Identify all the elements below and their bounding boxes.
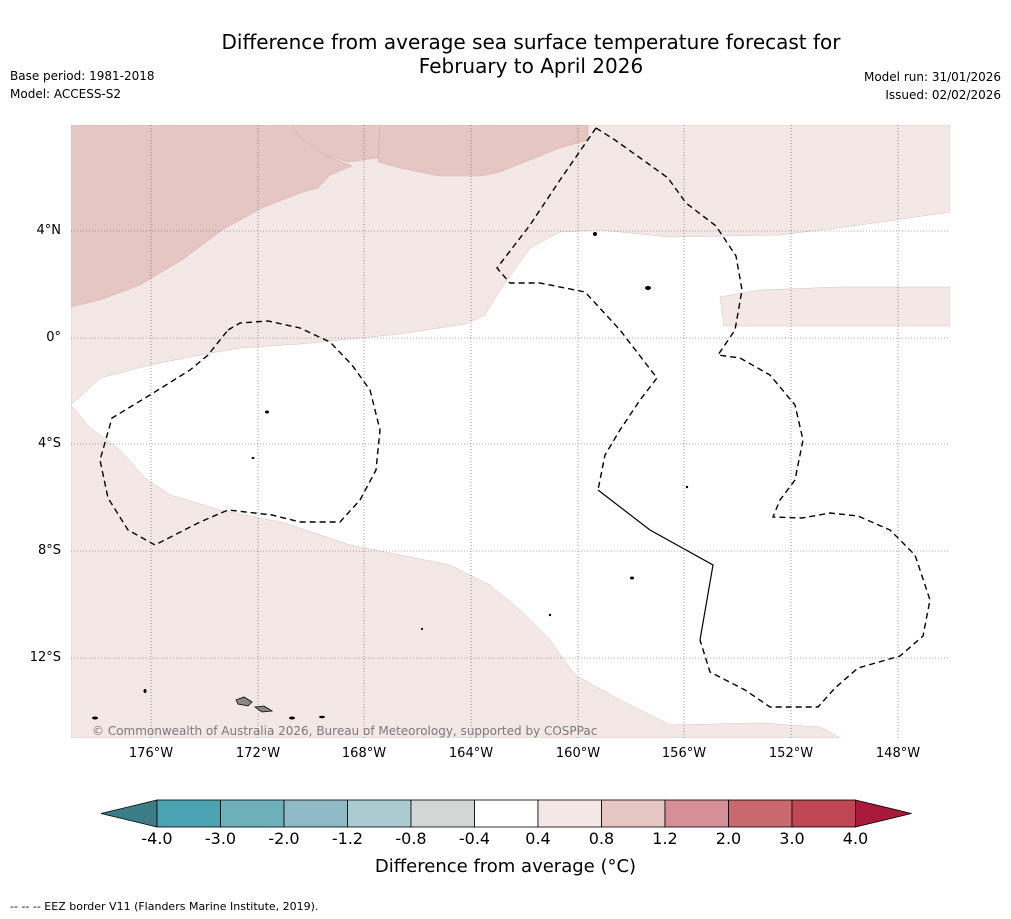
lon-label-152w: 152°W [768,746,814,761]
colorbar-segment [474,799,539,828]
colorbar-tick-label: -1.2 [331,829,364,848]
anomaly-region-04-08-south [71,404,841,738]
lat-label-12s: 12°S [29,650,61,665]
anomaly-region-04-08-east-band [719,286,950,327]
colorbar-tick-label: 0.4 [525,829,551,848]
lon-label-156w: 156°W [661,746,707,761]
colorbar-segment [347,799,412,828]
colorbar-extend-min [100,799,158,828]
lon-label-176w: 176°W [128,746,174,761]
eez-phoenix [496,127,658,491]
colorbar-tick-label: 2.0 [715,829,742,848]
graticule [71,125,950,738]
model-run: Model run: 31/01/2026 [863,70,1001,84]
title-line-1: Difference from average sea surface temp… [221,30,841,54]
colorbar [100,799,912,828]
colorbar-segment [220,799,285,828]
lon-label-172w: 172°W [235,746,281,761]
lat-label-4s: 4°S [37,436,61,451]
colorbar-tick-label: -3.0 [204,829,237,848]
colorbar-tick-label: -0.4 [458,829,491,848]
issued-date: Issued: 02/02/2026 [885,88,1001,102]
colorbar-tick-label: -4.0 [141,829,173,848]
colorbar-title: Difference from average (°C) [374,856,637,877]
colorbar-tick-label: 4.0 [842,829,869,848]
anomaly-region-08-12-north-2 [377,125,589,177]
colorbar-segment [791,799,856,828]
lat-label-4n: 4°N [36,223,62,238]
colorbar-segment [156,799,221,828]
colorbar-tick-label: -2.0 [268,829,300,848]
base-period: Base period: 1981-2018 [10,69,155,83]
colorbar-tick-label: 3.0 [779,829,805,848]
colorbar-tick-label: 0.8 [588,829,615,848]
colorbar-segment [601,799,666,828]
eez-solid-segment [597,489,714,641]
meta-right: Model run: 31/01/2026 Issued: 02/02/2026 [864,68,1001,104]
colorbar-segment [283,799,348,828]
lon-label-164w: 164°W [448,746,494,761]
copyright-notice: © Commonwealth of Australia 2026, Bureau… [92,724,598,738]
colorbar-tick-label: -0.8 [395,829,427,848]
colorbar-segment [664,799,729,828]
title-line-2: February to April 2026 [418,54,644,78]
colorbar-extend-max [855,799,912,828]
eez-kiribati-gilbert [99,320,381,546]
lon-label-160w: 160°W [555,746,601,761]
lon-label-168w: 168°W [341,746,387,761]
colorbar-segment [410,799,475,828]
lat-label-0: 0° [46,330,61,345]
lon-label-148w: 148°W [875,746,921,761]
colorbar-segment [537,799,602,828]
colorbar-segment [728,799,793,828]
lat-label-8s: 8°S [37,543,61,558]
islands [92,232,689,720]
eez-footnote: -- -- -- EEZ border V11 (Flanders Marine… [10,900,319,913]
model-name: Model: ACCESS-S2 [10,87,122,101]
colorbar-tick-label: 1.2 [652,829,678,848]
meta-left: Base period: 1981-2018 Model: ACCESS-S2 [10,67,155,103]
chart-title: Difference from average sea surface temp… [0,30,1011,78]
anomaly-region-08-12-northwest [71,125,353,308]
